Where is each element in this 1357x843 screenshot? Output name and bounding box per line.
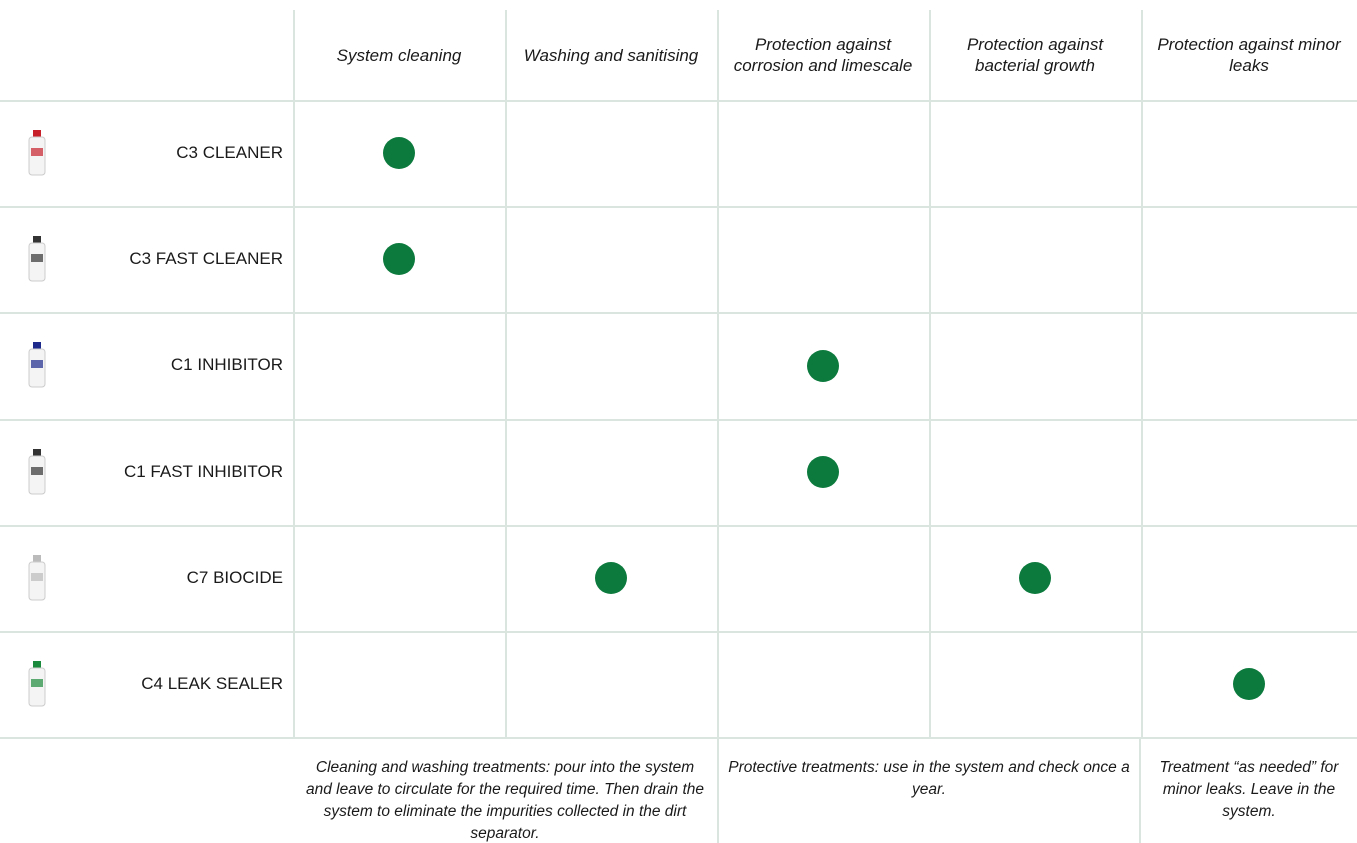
- column-header: Protection against bacterial growth: [966, 35, 1104, 75]
- check-dot: [383, 137, 415, 170]
- column-header: Protection against corrosion and limesca…: [733, 35, 913, 75]
- product-image: [26, 236, 48, 282]
- check-dot: [807, 349, 839, 382]
- product-name: C7 BIOCIDE: [186, 567, 283, 587]
- product-image: [26, 554, 48, 601]
- product-image: [26, 661, 48, 707]
- bottle: [28, 342, 46, 388]
- check-dot: [595, 561, 627, 594]
- grid-line: [717, 737, 719, 843]
- check-dot: [383, 243, 415, 276]
- grid-line: [0, 737, 1357, 740]
- bottle: [28, 236, 46, 282]
- footnote: Cleaning and washing treatments: pour in…: [305, 759, 705, 843]
- product-name: C3 CLEANER: [176, 143, 283, 163]
- grid-line: [717, 10, 719, 738]
- check-dot: [807, 455, 839, 488]
- product-name: C4 LEAK SEALER: [141, 674, 283, 694]
- grid-line: [1139, 737, 1141, 843]
- grid-line: [0, 524, 1357, 527]
- grid-line: [0, 631, 1357, 633]
- grid-line: [293, 10, 295, 738]
- check-dot: [1233, 668, 1265, 701]
- product-name: C3 FAST CLEANER: [129, 249, 283, 269]
- product-image: [26, 448, 48, 495]
- bottle: [28, 130, 46, 176]
- grid-line: [1141, 10, 1143, 738]
- product-name: C1 INHIBITOR: [170, 355, 283, 375]
- column-header: Washing and sanitising: [523, 45, 699, 65]
- grid-line: [0, 418, 1357, 421]
- grid-line: [0, 312, 1357, 315]
- product-name: C1 FAST INHIBITOR: [123, 461, 283, 481]
- footnote: Treatment “as needed” for minor leaks. L…: [1159, 759, 1339, 821]
- product-image: [26, 130, 48, 176]
- bottle: [28, 661, 46, 707]
- grid-line: [0, 100, 1357, 102]
- check-dot: [1019, 561, 1051, 594]
- footnote: Protective treatments: use in the system…: [728, 759, 1130, 799]
- column-header: Protection against minor leaks: [1157, 35, 1341, 75]
- bottle: [28, 448, 46, 495]
- product-image: [26, 342, 48, 388]
- grid-line: [505, 10, 507, 738]
- grid-line: [929, 10, 931, 738]
- bottle: [28, 554, 46, 601]
- grid-line: [0, 206, 1357, 209]
- column-header: System cleaning: [336, 45, 462, 65]
